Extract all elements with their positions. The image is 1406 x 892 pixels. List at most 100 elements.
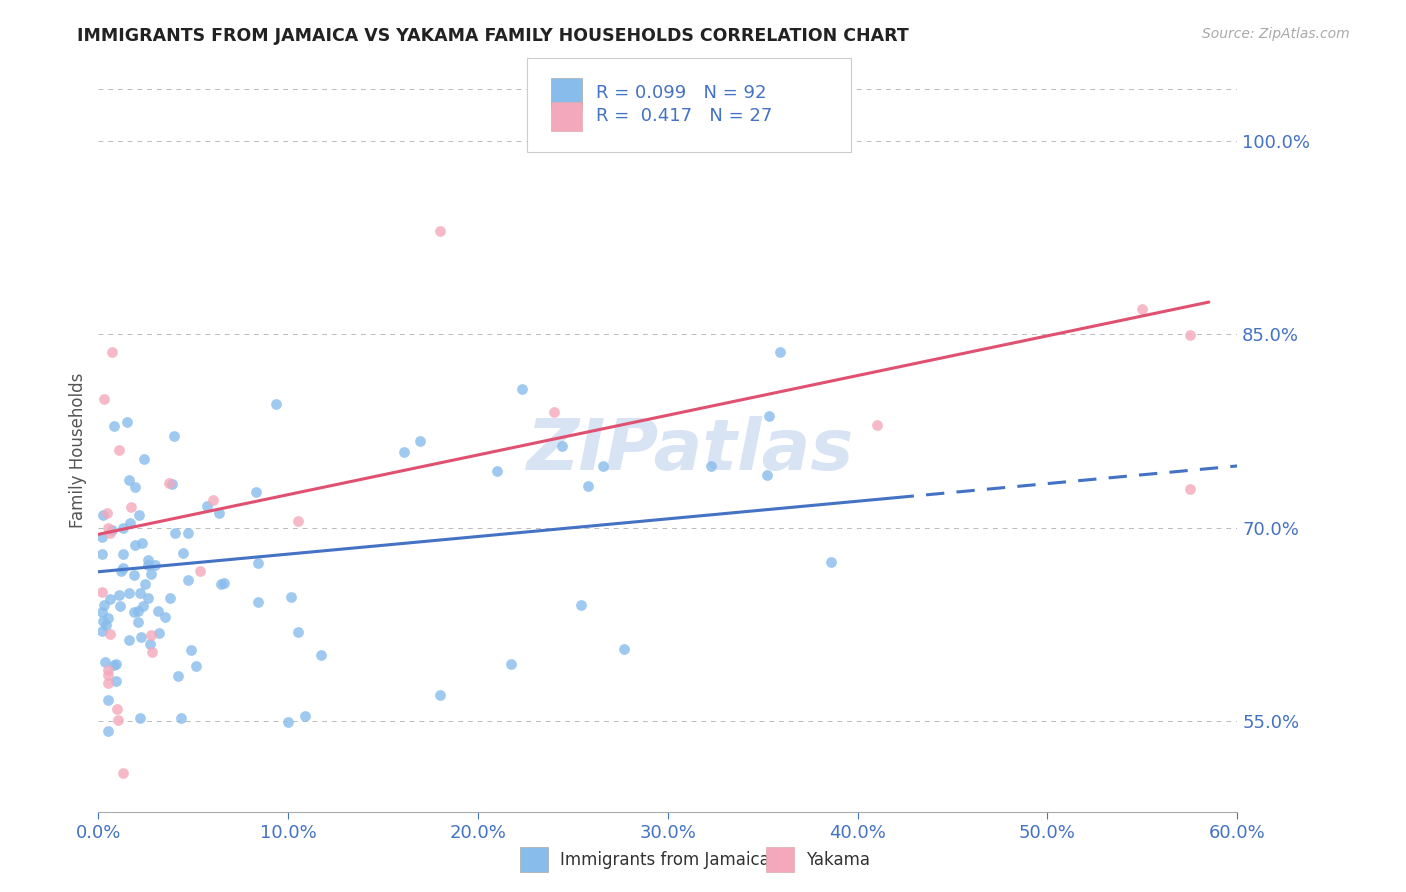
Point <box>103 419 125 434</box>
Point <box>141 644 163 658</box>
Point <box>208 506 231 520</box>
Point <box>510 382 533 396</box>
Point <box>91 530 114 544</box>
Point <box>551 439 574 453</box>
Point <box>499 657 522 671</box>
Point <box>97 675 120 690</box>
Point <box>94 617 117 632</box>
Point <box>159 591 181 605</box>
Point <box>124 537 146 551</box>
Point <box>212 576 235 591</box>
Point <box>107 713 129 727</box>
Point <box>769 345 792 359</box>
Point <box>155 610 177 624</box>
Point <box>136 553 159 567</box>
Point <box>201 492 224 507</box>
Point <box>177 573 200 587</box>
Point <box>136 591 159 605</box>
Point <box>166 669 188 683</box>
Point <box>128 711 150 725</box>
Point <box>758 409 780 424</box>
Point <box>209 577 232 591</box>
Point <box>91 584 114 599</box>
Point <box>112 766 135 780</box>
Point <box>543 405 565 419</box>
Point <box>486 464 509 478</box>
Point <box>1132 301 1154 316</box>
Point <box>177 526 200 541</box>
Point <box>122 567 145 582</box>
Point <box>97 668 120 682</box>
Text: IMMIGRANTS FROM JAMAICA VS YAKAMA FAMILY HOUSEHOLDS CORRELATION CHART: IMMIGRANTS FROM JAMAICA VS YAKAMA FAMILY… <box>77 27 910 45</box>
Point <box>148 626 170 640</box>
Point <box>613 641 636 656</box>
Point <box>127 604 149 618</box>
Point <box>280 590 302 604</box>
Point <box>107 701 129 715</box>
Point <box>134 577 156 591</box>
Point <box>134 451 156 466</box>
Point <box>118 586 141 600</box>
Point <box>97 692 120 706</box>
Point <box>129 586 152 600</box>
Point <box>157 476 180 491</box>
Point <box>110 564 132 578</box>
Point <box>578 479 600 493</box>
Text: Immigrants from Jamaica: Immigrants from Jamaica <box>560 851 769 869</box>
Y-axis label: Family Households: Family Households <box>69 373 87 528</box>
Point <box>120 516 142 530</box>
Point <box>91 508 114 522</box>
Point <box>195 499 218 513</box>
Point <box>169 711 191 725</box>
Point <box>118 632 141 647</box>
Point <box>108 443 131 458</box>
Text: R = 0.099   N = 92: R = 0.099 N = 92 <box>596 84 766 103</box>
Point <box>131 535 153 549</box>
Point <box>180 642 202 657</box>
Point <box>91 624 114 638</box>
Point <box>93 614 115 628</box>
Point <box>143 558 166 572</box>
Point <box>1178 482 1201 496</box>
Point <box>287 514 309 528</box>
Text: ZIPatlas: ZIPatlas <box>527 416 855 485</box>
Text: Yakama: Yakama <box>806 851 870 869</box>
Point <box>98 627 121 641</box>
Point <box>91 547 114 561</box>
Point <box>294 709 316 723</box>
Point <box>103 658 125 673</box>
Point <box>188 564 211 578</box>
Point <box>91 605 114 619</box>
Point <box>264 397 287 411</box>
Point <box>128 508 150 522</box>
Point <box>127 615 149 630</box>
Point <box>94 655 117 669</box>
Point <box>104 674 127 689</box>
Text: R =  0.417   N = 27: R = 0.417 N = 27 <box>596 107 772 126</box>
Point <box>139 628 162 642</box>
Point <box>245 484 267 499</box>
Point <box>97 663 120 677</box>
Point <box>120 500 142 515</box>
Point <box>98 526 121 541</box>
Point <box>309 648 332 663</box>
Point <box>108 588 131 602</box>
Point <box>287 624 309 639</box>
Point <box>160 477 183 491</box>
Point <box>163 526 186 541</box>
Point <box>96 507 118 521</box>
Point <box>105 657 128 672</box>
Point <box>97 723 120 738</box>
Point <box>124 481 146 495</box>
Point <box>139 637 162 651</box>
Point <box>409 434 432 448</box>
Point <box>117 416 139 430</box>
Point <box>97 521 120 535</box>
Point <box>136 558 159 573</box>
Point <box>866 417 889 432</box>
Point <box>1178 328 1201 343</box>
Point <box>111 521 134 535</box>
Point <box>100 523 122 537</box>
Point <box>112 547 135 561</box>
Point <box>141 567 163 582</box>
